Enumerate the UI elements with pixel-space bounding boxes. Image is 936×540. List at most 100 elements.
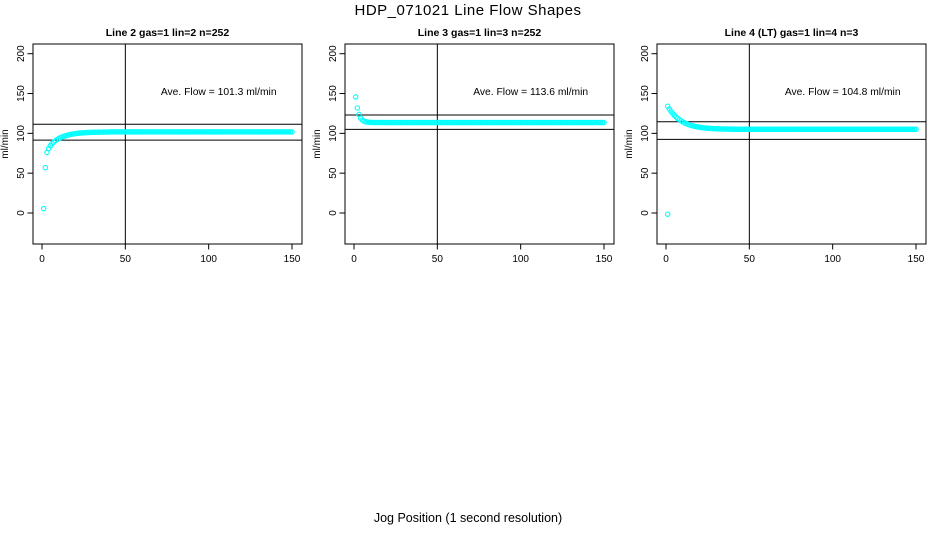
data-point (843, 126, 849, 133)
data-point (239, 129, 245, 135)
data-point (401, 119, 407, 126)
data-point (826, 126, 833, 133)
data-point (384, 119, 391, 126)
data-point (177, 129, 184, 135)
x-tick-label: 0 (39, 254, 45, 265)
data-point (142, 129, 149, 135)
data-point (117, 129, 124, 135)
data-point (723, 126, 729, 132)
data-point (199, 129, 205, 135)
data-point (542, 119, 549, 126)
data-point (392, 119, 399, 126)
data-point (260, 129, 267, 135)
data-point (446, 119, 452, 126)
data-point (863, 126, 869, 133)
data-point (371, 119, 377, 126)
data-point (776, 126, 783, 133)
y-axis-label: ml/min (312, 129, 323, 158)
data-point (849, 126, 856, 133)
panel-3-title: Line 4 (LT) gas=1 lin=4 n=3 (725, 27, 859, 39)
data-point (571, 119, 577, 126)
data-point (736, 126, 743, 133)
data-point (109, 129, 115, 135)
data-point (786, 126, 793, 133)
data-point (165, 129, 172, 135)
data-point (144, 129, 150, 135)
data-point (139, 129, 145, 135)
data-point (728, 126, 734, 132)
y-tick-label: 200 (328, 45, 339, 62)
data-point (482, 119, 489, 126)
data-point (853, 126, 859, 133)
data-point (496, 119, 502, 126)
data-point (522, 119, 529, 126)
data-point (589, 119, 596, 126)
data-point (459, 119, 466, 126)
data-point (521, 119, 527, 126)
data-point (716, 126, 723, 132)
data-point (192, 129, 199, 135)
main-title: HDP_071021 Line Flow Shapes (354, 2, 582, 19)
data-point (591, 119, 597, 126)
data-point (778, 126, 784, 133)
data-point (554, 119, 561, 126)
data-point (504, 119, 511, 126)
data-point (532, 119, 539, 126)
data-point (386, 119, 392, 126)
data-point (566, 119, 572, 126)
data-point (185, 129, 192, 135)
data-point (789, 126, 796, 133)
data-point (280, 129, 287, 135)
data-point (352, 94, 359, 100)
panel-1: 0 50 100 150 0 50 100 150 200 ml/min (0, 43, 303, 265)
y-tick-label: 150 (16, 85, 27, 102)
data-point (169, 129, 175, 135)
data-point (209, 129, 215, 135)
data-point (759, 126, 766, 133)
data-point (170, 129, 177, 135)
data-point (886, 126, 893, 133)
data-point (799, 126, 806, 133)
data-point (829, 126, 836, 133)
data-point (379, 119, 386, 126)
y-tick-label: 200 (16, 45, 27, 62)
data-point (247, 129, 254, 135)
data-point (534, 119, 541, 126)
data-point (481, 119, 487, 126)
data-point (743, 126, 749, 133)
data-point (526, 119, 532, 126)
data-point (821, 126, 828, 133)
data-point (864, 126, 871, 133)
data-point (257, 129, 264, 135)
data-point (768, 126, 774, 133)
plot-box (32, 43, 303, 245)
data-point (279, 129, 285, 135)
data-point (909, 126, 916, 133)
data-point (452, 119, 459, 126)
data-point (227, 129, 234, 135)
data-point (577, 119, 584, 126)
data-point (212, 129, 219, 135)
data-point (242, 129, 249, 135)
data-point (883, 126, 889, 133)
data-point (594, 119, 601, 126)
data-point (744, 126, 751, 133)
y-tick-label: 50 (16, 167, 27, 179)
data-point (479, 119, 486, 126)
data-point (592, 119, 599, 126)
data-point (409, 119, 416, 126)
data-point (155, 129, 162, 135)
data-point (726, 126, 733, 132)
data-point (110, 129, 117, 135)
data-point (441, 119, 447, 126)
panel-2-ave-flow-annotation: Ave. Flow = 113.6 ml/min (473, 87, 588, 98)
data-point (506, 119, 512, 126)
data-point (230, 129, 237, 135)
data-point (172, 129, 179, 135)
data-point (783, 126, 789, 133)
data-point (808, 126, 814, 133)
data-point (567, 119, 574, 126)
data-point (282, 129, 289, 135)
data-point (564, 119, 571, 126)
data-point (476, 119, 482, 126)
